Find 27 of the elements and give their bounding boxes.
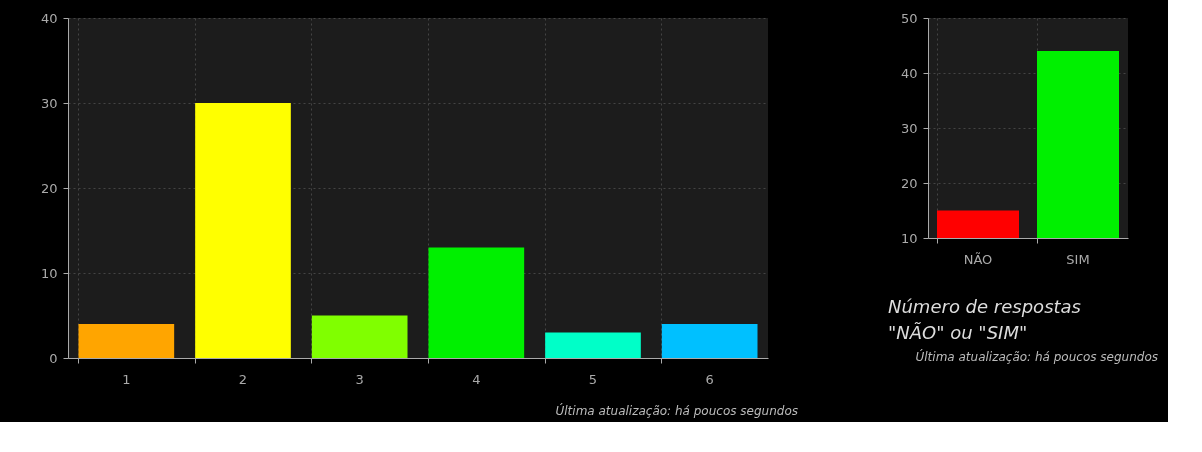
y-tick-label: 10 [900,230,918,246]
y-tick-label: 40 [40,10,58,26]
y-tick-label: 30 [900,120,918,136]
x-tick-label: 1 [122,371,131,387]
text: Número de respostas "NÃO" ou "SIM" [888,296,1081,343]
bar [195,103,291,358]
bar [428,247,525,358]
x-tick-label: 4 [472,371,481,387]
bar [311,315,408,358]
y-tick-label: 30 [40,95,58,111]
x-tick-label: 2 [238,371,248,387]
bar [545,332,641,358]
text: Última atualização: há poucos segundos [915,349,1158,364]
bar [661,324,758,358]
y-tick-label: 10 [40,265,58,281]
x-tick-label: SIM [1066,251,1090,267]
bar [78,324,175,358]
y-tick-label: 0 [49,350,58,366]
x-tick-label: NÃO [963,251,993,267]
y-tick-label: 40 [900,65,918,81]
y-tick-label: 50 [900,10,918,26]
x-tick-label: 6 [705,371,714,387]
y-tick-label: 20 [900,175,918,191]
x-tick-label: 5 [588,371,598,387]
x-tick-label: 3 [355,371,364,387]
y-tick-label: 20 [40,180,58,196]
text: Última atualização: há poucos segundos [555,403,798,418]
